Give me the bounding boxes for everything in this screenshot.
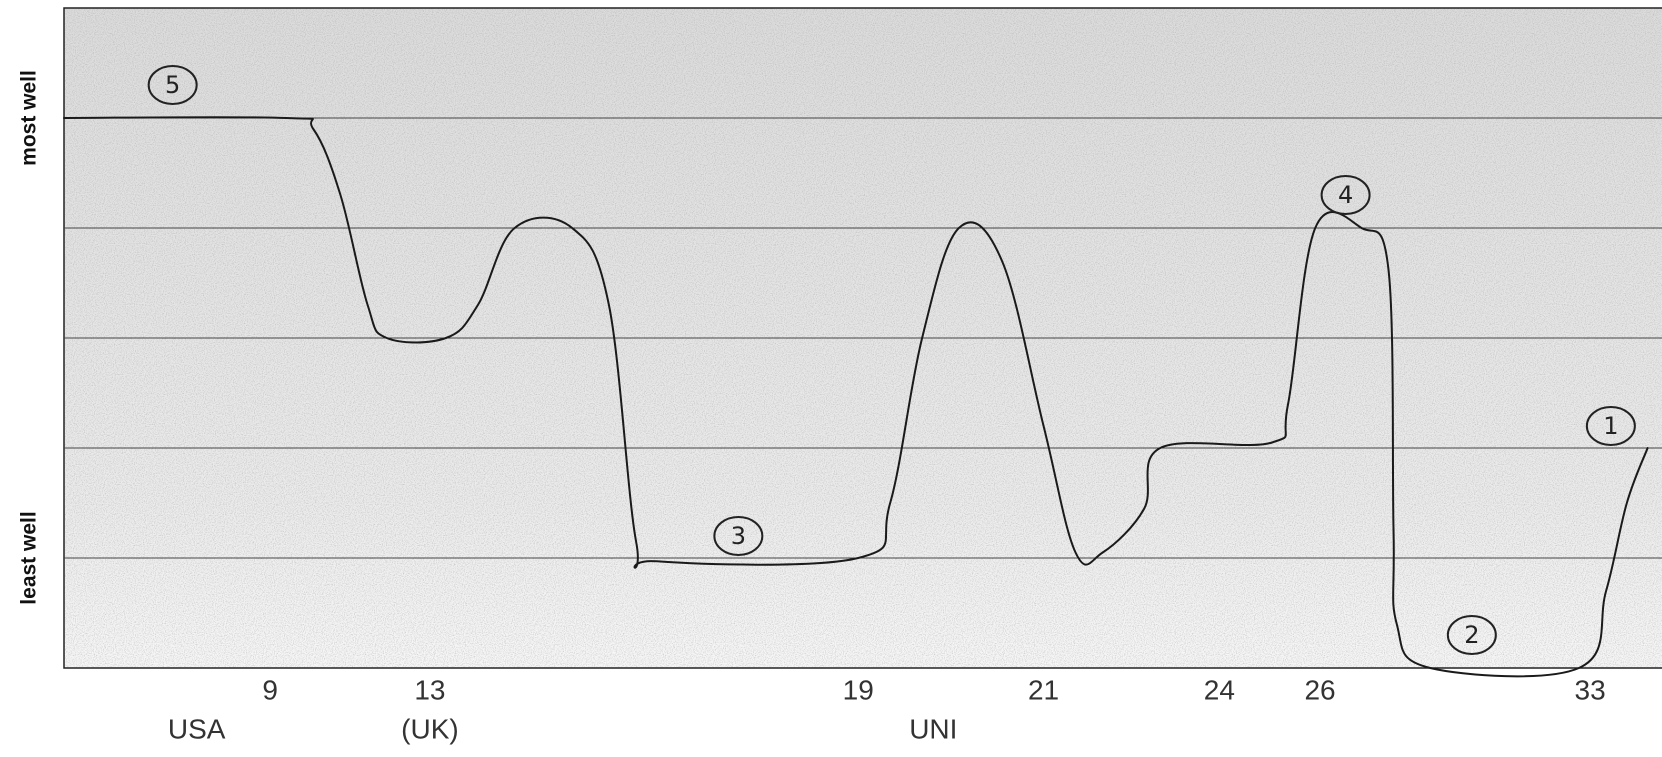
x-note: USA [168, 713, 226, 744]
annotation-label: 3 [731, 522, 746, 550]
annotation-label: 2 [1464, 621, 1479, 649]
annotation-label: 1 [1603, 412, 1618, 440]
x-note: UNI [909, 713, 957, 744]
x-tick-label: 19 [843, 674, 874, 705]
annotation-circle [147, 65, 198, 105]
x-tick-label: 21 [1028, 674, 1059, 705]
x-tick-label: 33 [1575, 674, 1606, 705]
annotation-circle [1446, 615, 1497, 655]
annotation-label: 4 [1338, 181, 1353, 209]
x-note: (UK) [401, 713, 459, 744]
annotation-circle [713, 516, 764, 556]
x-tick-label: 24 [1204, 674, 1235, 705]
annotation-circle [1320, 175, 1371, 215]
x-tick-label: 9 [262, 674, 278, 705]
annotation-label: 5 [165, 71, 180, 99]
x-tick-label: 26 [1304, 674, 1335, 705]
y-tick-label: least well [18, 511, 41, 604]
x-tick-label: 13 [414, 674, 445, 705]
y-tick-label: most well [18, 70, 41, 166]
wellbeing-line [63, 116, 1649, 678]
annotation-circle [1585, 406, 1636, 446]
